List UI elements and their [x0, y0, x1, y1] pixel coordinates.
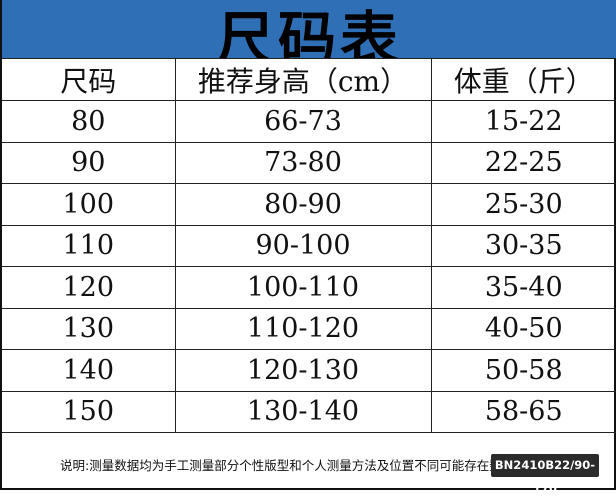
- cell-height: 100-110: [174, 266, 432, 309]
- table-row: 140 120-130 50-58: [2, 349, 616, 392]
- table-row: 120 100-110 35-40: [2, 266, 616, 309]
- title-bar: 尺码表: [2, 0, 616, 58]
- cell-size: 90: [2, 141, 176, 184]
- cell-height: 90-100: [174, 224, 432, 267]
- footnote: 说明:测量数据均为手工测量部分个性版型和个人测量方法及位置不同可能存在数据: [60, 458, 515, 473]
- cell-weight: 50-58: [430, 349, 616, 392]
- cell-weight: 30-35: [430, 224, 616, 267]
- cell-height: 110-120: [174, 307, 432, 350]
- header-row: 尺码 推荐身高（cm） 体重（斤）: [2, 58, 616, 101]
- cell-weight: 25-30: [430, 183, 616, 226]
- cell-size: 120: [2, 266, 176, 309]
- cell-weight: 22-25: [430, 141, 616, 184]
- cell-weight: 40-50: [430, 307, 616, 350]
- cell-height: 130-140: [174, 390, 432, 433]
- table-row: 90 73-80 22-25: [2, 141, 616, 184]
- cell-weight: 58-65: [430, 390, 616, 433]
- cell-weight: 35-40: [430, 266, 616, 309]
- table-row: 100 80-90 25-30: [2, 183, 616, 226]
- cell-size: 140: [2, 349, 176, 392]
- cell-height: 80-90: [174, 183, 432, 226]
- cell-size: 150: [2, 390, 176, 433]
- header-size: 尺码: [2, 58, 176, 101]
- table-row: 110 90-100 30-35: [2, 224, 616, 267]
- cell-height: 120-130: [174, 349, 432, 392]
- table-row: 150 130-140 58-65: [2, 390, 616, 433]
- cell-height: 73-80: [174, 141, 432, 184]
- size-table: 尺码 推荐身高（cm） 体重（斤） 80 66-73 15-22 90 73-80 22-…: [2, 58, 616, 433]
- cell-height: 66-73: [174, 100, 432, 143]
- product-code-badge: BN2410B22/90-170: [491, 454, 599, 495]
- cell-size: 110: [2, 224, 176, 267]
- table-row: 80 66-73 15-22: [2, 100, 616, 143]
- header-height: 推荐身高（cm）: [174, 58, 432, 101]
- cell-size: 130: [2, 307, 176, 350]
- cell-size: 100: [2, 183, 176, 226]
- cell-weight: 15-22: [430, 100, 616, 143]
- header-weight: 体重（斤）: [430, 58, 616, 101]
- table-row: 130 110-120 40-50: [2, 307, 616, 350]
- cell-size: 80: [2, 100, 176, 143]
- footer: 说明:测量数据均为手工测量部分个性版型和个人测量方法及位置不同可能存在数据 BN…: [2, 436, 616, 495]
- chart-title: 尺码表: [215, 5, 402, 58]
